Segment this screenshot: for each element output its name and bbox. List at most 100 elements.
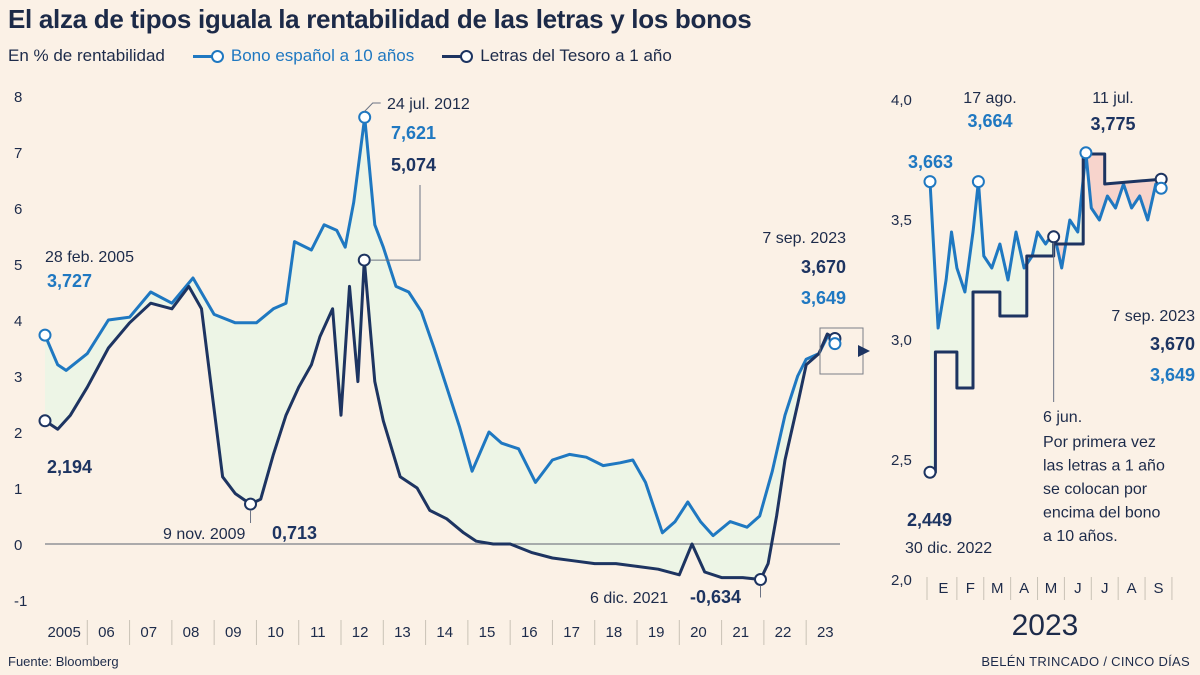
main-x-tick-label: 07 — [140, 624, 157, 641]
inset-x-tick-label: E — [938, 580, 948, 597]
main-annotation-value-letras-2021: -0,634 — [690, 587, 741, 607]
main-x-tick-label: 18 — [606, 624, 623, 641]
main-y-tick-label: 2 — [14, 425, 22, 442]
main-zoom-arrow-icon — [858, 345, 870, 357]
main-leader-2012-bono — [364, 102, 381, 112]
inset-x-tick-label: M — [991, 580, 1004, 597]
main-x-tick-label: 13 — [394, 624, 411, 641]
main-x-tick-label: 16 — [521, 624, 538, 641]
inset-x-tick-label: F — [966, 580, 975, 597]
legend-swatch-letras — [442, 48, 474, 64]
main-y-tick-label: 6 — [14, 201, 22, 218]
main-annotation-value-bono-2023: 3,649 — [801, 288, 846, 308]
inset-series-bono-line — [928, 151, 1162, 330]
main-y-tick-label: 3 — [14, 369, 22, 386]
main-annotation-value-bono-2005: 3,727 — [47, 271, 92, 291]
inset-annotation-date-jun: 6 jun. — [1043, 409, 1082, 426]
legend-swatch-bono — [192, 48, 224, 64]
inset-y-tick-label: 2,5 — [891, 452, 912, 469]
inset-x-tick-label: J — [1101, 580, 1109, 597]
inset-inverted-spread-fill — [930, 152, 1162, 328]
main-point-bono-2005 — [38, 328, 52, 342]
inset-x-tick-label: A — [1019, 580, 1029, 597]
legend-label-bono: Bono español a 10 años — [230, 46, 415, 65]
inset-annotation-value-bono-aug: 3,664 — [967, 111, 1012, 131]
main-x-tick-label: 08 — [183, 624, 200, 641]
inset-y-tick-label: 3,0 — [891, 332, 912, 349]
main-y-tick-label: 5 — [14, 257, 22, 274]
main-x-tick-label: 11 — [310, 624, 326, 641]
main-x-tick-label: 09 — [225, 624, 242, 641]
main-annotation-date-2023: 7 sep. 2023 — [762, 230, 846, 247]
main-x-tick-label: 12 — [352, 624, 369, 641]
main-series-letras-line — [44, 258, 836, 581]
main-annotation-date-2021: 6 dic. 2021 — [590, 590, 668, 607]
main-annotation-value-letras-2005: 2,194 — [47, 457, 92, 477]
main-leader-2021 — [760, 585, 761, 598]
inset-annotation-date-jul: 11 jul. — [1092, 90, 1134, 107]
legend-item-letras: Letras del Tesoro a 1 año — [442, 46, 672, 66]
main-x-tick-label: 21 — [732, 624, 749, 641]
chart-title: El alza de tipos iguala la rentabilidad … — [8, 4, 752, 34]
inset-annotation-note-line: las letras a 1 año — [1043, 458, 1165, 475]
inset-point-letras-jun — [1047, 230, 1061, 244]
inset-x-tick-label: A — [1127, 580, 1137, 597]
inset-annotation-value-letras-end: 3,670 — [1150, 334, 1195, 354]
inset-x-tick-label: S — [1153, 580, 1163, 597]
inset-y-tick-label: 3,5 — [891, 212, 912, 229]
inset-y-tick-label: 2,0 — [891, 572, 912, 589]
inset-annotation-value-bono-end: 3,649 — [1150, 365, 1195, 385]
inset-point-bono-aug — [971, 175, 985, 189]
main-point-letras-2005 — [38, 414, 52, 428]
inset-point-bono-jul — [1079, 146, 1093, 160]
main-x-tick-label: 23 — [817, 624, 834, 641]
inset-annotation-value-bono-jul: 3,775 — [1090, 114, 1135, 134]
main-point-letras-2009 — [244, 497, 258, 511]
legend-item-bono: Bono español a 10 años — [192, 46, 415, 66]
main-x-tick-label: 2005 — [47, 624, 80, 641]
inset-annotation-value-letras-start: 2,449 — [907, 510, 952, 530]
main-x-tick-label: 14 — [436, 624, 453, 641]
main-annotation-value-letras-2023: 3,670 — [801, 257, 846, 277]
inset-y-tick-label: 4,0 — [891, 92, 912, 109]
main-x-tick-label: 15 — [479, 624, 496, 641]
inset-point-bono-end — [1154, 181, 1168, 195]
inset-annotation-date-aug: 17 ago. — [963, 90, 1016, 107]
main-x-tick-label: 17 — [563, 624, 580, 641]
main-x-tick-label: 20 — [690, 624, 707, 641]
inset-annotation-date-end: 7 sep. 2023 — [1111, 308, 1195, 325]
main-y-tick-label: -1 — [14, 593, 27, 610]
inset-x-tick-label: J — [1074, 580, 1082, 597]
main-point-letras-2012 — [357, 253, 371, 267]
main-point-bono-2012 — [358, 110, 372, 124]
main-annotation-date-2005: 28 feb. 2005 — [45, 249, 134, 266]
main-point-letras-2021 — [754, 573, 767, 587]
main-annotation-date-2009: 9 nov. 2009 — [163, 526, 246, 543]
legend-label-letras: Letras del Tesoro a 1 año — [480, 46, 672, 65]
inset-annotation-note-line: se colocan por — [1043, 481, 1148, 498]
main-x-tick-label: 22 — [775, 624, 792, 641]
inset-annotation-note-line: encima del bono — [1043, 505, 1161, 522]
main-annotation-date-2012: 24 jul. 2012 — [387, 96, 470, 113]
main-y-tick-label: 0 — [14, 537, 22, 554]
main-x-tick-label: 06 — [98, 624, 115, 641]
main-y-tick-label: 8 — [14, 89, 22, 106]
main-annotation-value-letras-2009: 0,713 — [272, 523, 317, 543]
main-series-bono-line — [43, 115, 836, 538]
main-annotation-value-letras-2012: 5,074 — [391, 155, 436, 175]
unit-label: En % de rentabilidad — [8, 46, 165, 65]
legend: En % de rentabilidad Bono español a 10 a… — [8, 46, 672, 66]
inset-x-tick-label: M — [1045, 580, 1058, 597]
source-note: Fuente: Bloomberg — [8, 654, 119, 669]
inset-annotation-note-line: Por primera vez — [1043, 434, 1156, 451]
main-point-bono-2023 — [828, 337, 842, 351]
main-x-tick-label: 19 — [648, 624, 665, 641]
main-y-tick-label: 7 — [14, 145, 22, 162]
inset-point-letras-start — [923, 465, 937, 479]
main-y-tick-label: 4 — [14, 313, 22, 330]
main-annotation-value-bono-2012: 7,621 — [391, 123, 436, 143]
credit-note: BELÉN TRINCADO / CINCO DÍAS — [981, 654, 1190, 669]
inset-point-bono-start — [923, 175, 937, 189]
main-leader-2012-letras — [370, 185, 421, 261]
main-y-tick-label: 1 — [14, 481, 22, 498]
